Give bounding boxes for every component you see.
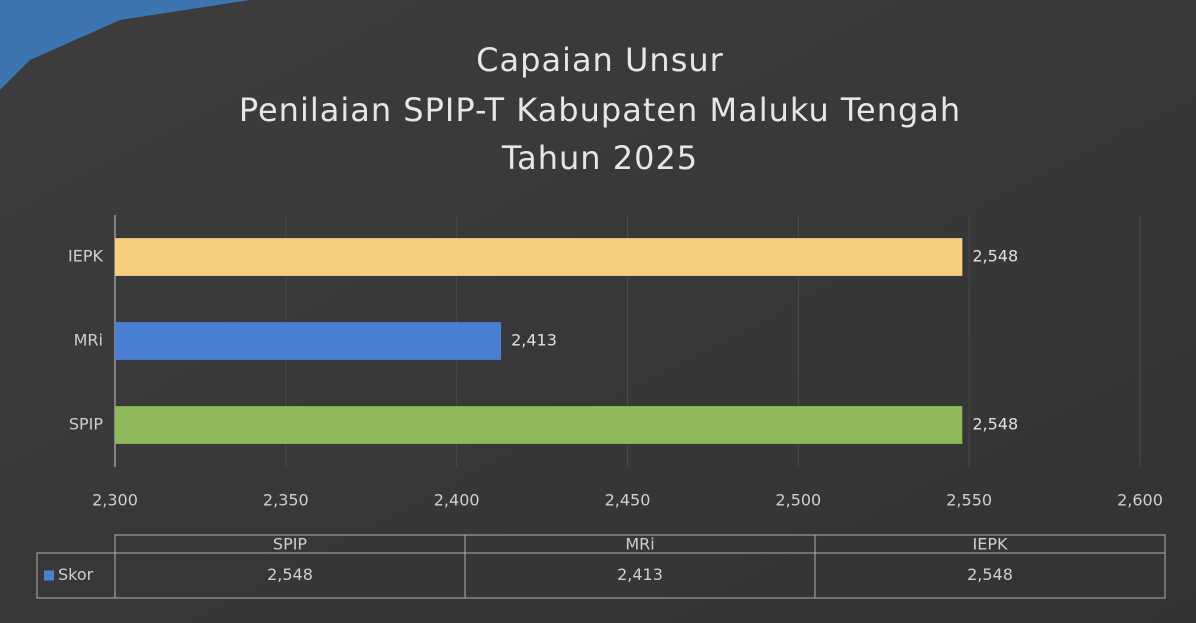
data-label: 2,548 bbox=[972, 247, 1018, 266]
table-cell: 2,413 bbox=[617, 565, 663, 584]
chart-title: Capaian Unsur bbox=[476, 41, 724, 79]
table-header: IEPK bbox=[973, 535, 1008, 554]
corner-decoration bbox=[0, 0, 250, 90]
x-tick-label: 2,350 bbox=[263, 491, 309, 510]
table-cell: 2,548 bbox=[967, 565, 1013, 584]
y-tick-label: MRi bbox=[74, 331, 103, 350]
table-header: MRi bbox=[625, 535, 654, 554]
legend-swatch bbox=[44, 570, 54, 581]
x-tick-label: 2,450 bbox=[605, 491, 651, 510]
chart-title: Penilaian SPIP-T Kabupaten Maluku Tengah bbox=[239, 91, 961, 129]
x-tick-label: 2,550 bbox=[946, 491, 992, 510]
table-header: SPIP bbox=[273, 535, 308, 554]
y-tick-label: SPIP bbox=[69, 415, 104, 434]
bar bbox=[115, 322, 502, 360]
table-cell: 2,548 bbox=[267, 565, 313, 584]
data-label: 2,548 bbox=[972, 415, 1018, 434]
x-tick-label: 2,500 bbox=[775, 491, 821, 510]
legend-label: Skor bbox=[58, 565, 94, 584]
bar bbox=[115, 238, 963, 276]
x-tick-label: 2,400 bbox=[434, 491, 480, 510]
x-tick-label: 2,600 bbox=[1117, 491, 1163, 510]
bar bbox=[115, 406, 963, 444]
table-border bbox=[36, 552, 116, 599]
x-tick-label: 2,300 bbox=[92, 491, 138, 510]
data-label: 2,413 bbox=[511, 331, 557, 350]
y-tick-label: IEPK bbox=[68, 247, 103, 266]
chart-title: Tahun 2025 bbox=[501, 139, 698, 177]
